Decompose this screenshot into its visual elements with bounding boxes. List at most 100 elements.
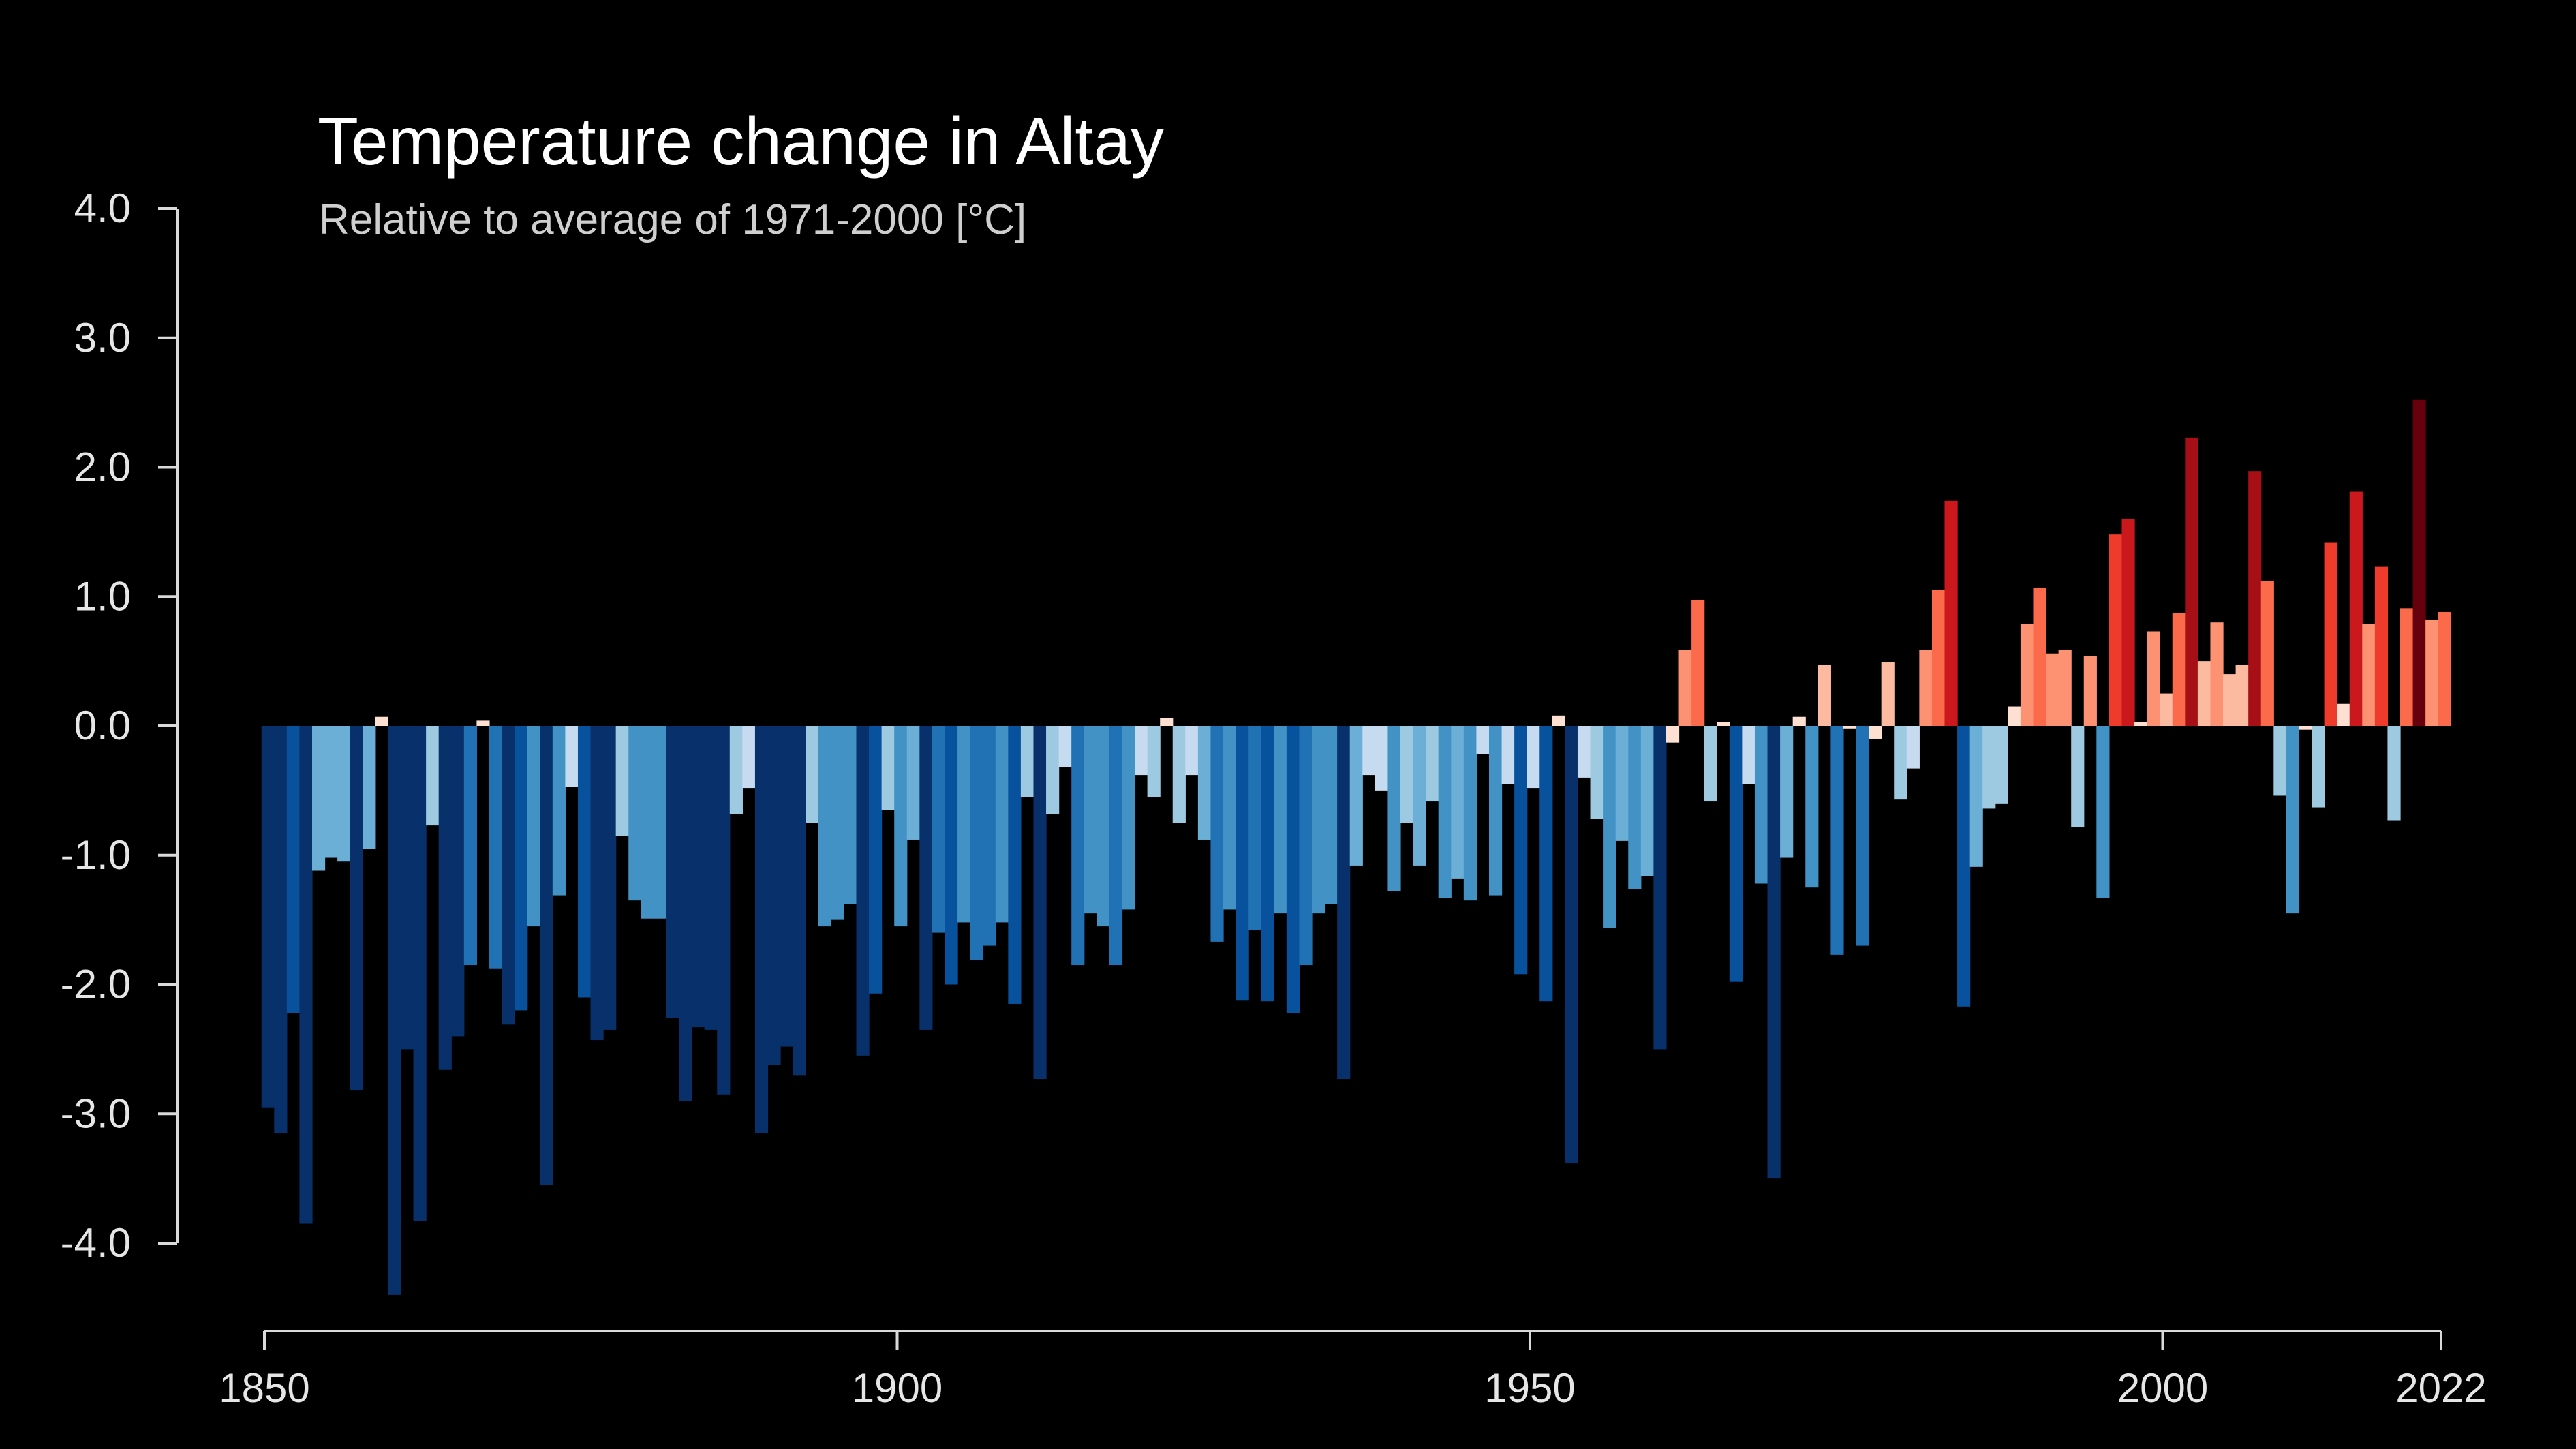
bar-1973	[1818, 665, 1831, 726]
bar-1972	[1805, 726, 1819, 888]
bar-1886	[717, 726, 731, 1095]
bar-1910	[1020, 726, 1034, 797]
y-tick-label: -3.0	[61, 1090, 131, 1136]
bar-1935	[1337, 726, 1351, 1080]
bar-1999	[2147, 631, 2160, 726]
bar-1906	[970, 726, 983, 960]
bar-2018	[2387, 726, 2401, 821]
bar-2005	[2223, 674, 2237, 726]
chart-subtitle: Relative to average of 1971-2000 [°C]	[319, 196, 1027, 243]
bar-1860	[388, 726, 401, 1295]
bar-1872	[540, 726, 553, 1185]
bar-1895	[831, 726, 844, 920]
bar-1855	[324, 726, 338, 858]
bar-1861	[400, 726, 414, 1050]
bar-1875	[577, 726, 592, 998]
bar-2022	[2438, 612, 2451, 726]
bar-1882	[666, 726, 680, 1018]
bar-2002	[2185, 437, 2198, 726]
bar-2001	[2172, 613, 2186, 726]
bar-1993	[2071, 726, 2085, 827]
bar-1979	[1894, 726, 1907, 800]
bar-1994	[2083, 656, 2097, 726]
bar-1957	[1615, 726, 1629, 841]
bar-1982	[1931, 590, 1946, 726]
bar-1870	[515, 726, 528, 1011]
bar-1887	[729, 726, 743, 814]
bar-1927	[1236, 726, 1249, 1001]
x-tick-label: 2022	[2395, 1365, 2486, 1411]
bar-1995	[2096, 726, 2110, 898]
y-tick-label: 1.0	[74, 573, 131, 619]
bar-1997	[2121, 519, 2135, 726]
bar-1865	[451, 726, 465, 1037]
bar-2021	[2425, 620, 2439, 726]
bar-1907	[983, 726, 996, 946]
bar-1925	[1210, 726, 1224, 942]
bar-2009	[2273, 726, 2287, 796]
bar-1960	[1653, 726, 1667, 1050]
bar-1894	[818, 726, 831, 927]
bar-1958	[1628, 726, 1642, 889]
bar-1926	[1223, 726, 1237, 910]
bar-1965	[1717, 722, 1730, 726]
bar-1867	[476, 720, 490, 726]
bar-1889	[754, 726, 769, 1133]
bar-2012	[2312, 726, 2325, 808]
bar-1990	[2033, 587, 2046, 726]
bar-1977	[1869, 726, 1882, 739]
bar-1947	[1488, 726, 1503, 896]
bar-1968	[1754, 726, 1768, 884]
bar-1923	[1185, 726, 1199, 776]
bar-1942	[1426, 726, 1439, 802]
bar-1970	[1780, 726, 1794, 858]
bar-1863	[426, 726, 440, 826]
bar-1980	[1906, 726, 1920, 769]
bar-1919	[1135, 726, 1148, 776]
bar-1913	[1058, 726, 1072, 767]
bar-1901	[906, 726, 920, 840]
x-tick-label: 1900	[852, 1365, 942, 1411]
bar-1871	[527, 726, 540, 927]
bar-1939	[1387, 726, 1401, 891]
bar-1911	[1033, 726, 1047, 1080]
bar-1893	[806, 726, 819, 823]
bar-1904	[945, 726, 958, 985]
bar-1964	[1704, 726, 1717, 802]
x-tick-label: 1950	[1484, 1365, 1575, 1411]
bar-1987	[1995, 726, 2008, 804]
bars-group	[261, 399, 2451, 1295]
bar-1921	[1160, 718, 1174, 726]
y-tick-label: -4.0	[61, 1220, 131, 1266]
bar-1851	[274, 726, 288, 1133]
bar-1929	[1261, 726, 1274, 1002]
bar-2006	[2235, 665, 2249, 726]
bar-2000	[2160, 693, 2173, 726]
bar-1951	[1539, 726, 1553, 1002]
bar-1933	[1312, 726, 1325, 914]
bar-1969	[1767, 726, 1781, 1179]
bar-1877	[603, 726, 617, 1030]
bar-1941	[1413, 726, 1426, 866]
bar-1938	[1375, 726, 1389, 791]
bar-1985	[1969, 726, 1983, 867]
bar-1902	[919, 726, 933, 1030]
bar-1880	[641, 726, 654, 919]
bar-1868	[489, 726, 503, 969]
bar-1946	[1476, 726, 1490, 754]
bar-2011	[2299, 726, 2312, 730]
bar-1978	[1881, 662, 1895, 726]
bar-2017	[2374, 566, 2389, 726]
bar-1908	[995, 726, 1009, 923]
bar-2010	[2286, 726, 2300, 914]
y-tick-label: -1.0	[61, 832, 131, 878]
y-axis: 4.0 3.0 2.0 1.0 0.0 -1.0 -2.0 -3.0 -4.0	[61, 185, 179, 1266]
bar-1984	[1957, 726, 1971, 1007]
bar-1975	[1843, 726, 1857, 729]
bar-1898	[869, 726, 883, 994]
bar-1896	[843, 726, 857, 904]
bar-2014	[2337, 703, 2350, 726]
bar-1883	[679, 726, 692, 1101]
bar-1891	[780, 726, 794, 1047]
bar-1853	[299, 726, 313, 1224]
